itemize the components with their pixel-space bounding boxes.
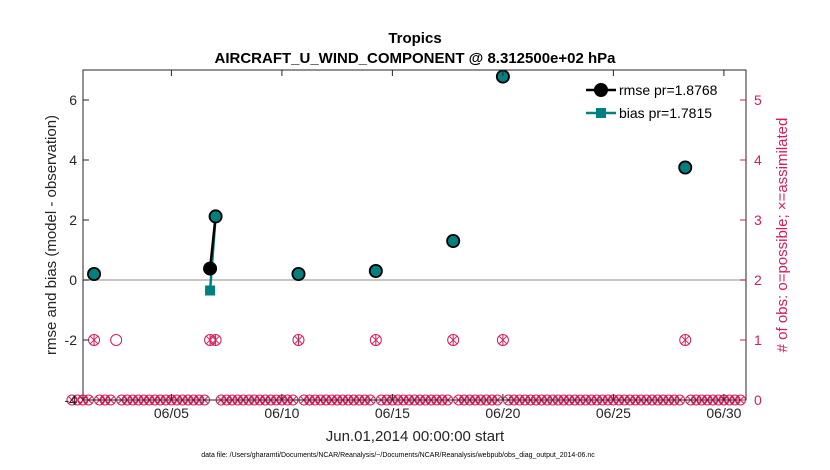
y-tick-label: -4 xyxy=(65,392,78,408)
series-group xyxy=(87,69,693,296)
obs-possible-marker xyxy=(292,334,305,346)
y-tick-label: 2 xyxy=(69,212,77,228)
x-axis: 06/05 06/10 06/15 06/20 06/25 06/30 xyxy=(154,70,742,421)
rmse-point xyxy=(203,261,218,276)
bias-point xyxy=(447,235,459,247)
y-tick-label: -2 xyxy=(65,332,78,348)
y-axis-left: -4 -2 0 2 4 6 xyxy=(65,92,89,408)
obs-assimilated-marker xyxy=(371,335,380,345)
obs-possible-marker xyxy=(369,334,382,346)
x-axis-label: Jun.01,2014 00:00:00 start xyxy=(326,428,505,445)
chart-title: Tropics xyxy=(388,30,441,47)
obs-assimilated-marker xyxy=(211,335,220,345)
legend-rmse-marker xyxy=(594,83,608,97)
x-tick-label: 06/15 xyxy=(375,405,410,421)
legend: rmse pr=1.8768 bias pr=1.7815 xyxy=(586,82,718,121)
x-tick-label: 06/05 xyxy=(154,405,189,421)
bias-point xyxy=(205,285,216,296)
y2-tick-label: 1 xyxy=(754,332,762,348)
chart-subtitle: AIRCRAFT_U_WIND_COMPONENT @ 8.312500e+02… xyxy=(215,50,617,67)
obs-assimilated-marker xyxy=(294,335,303,345)
bias-point xyxy=(210,211,221,222)
y2-tick-label: 2 xyxy=(754,272,762,288)
x-tick-label: 06/25 xyxy=(596,405,631,421)
y-axis-label: rmse and bias (model - observation) xyxy=(43,115,60,355)
obs-assimilated-zero-marker xyxy=(68,396,76,404)
x-tick-label: 06/10 xyxy=(264,405,299,421)
obs-possible-marker xyxy=(447,334,460,346)
rmse-line-segment xyxy=(208,216,217,269)
y2-tick-label: 0 xyxy=(754,392,762,408)
x-tick-label: 06/20 xyxy=(485,405,520,421)
y2-tick-label: 5 xyxy=(754,92,762,108)
obs-assimilated-marker xyxy=(681,335,690,345)
obs-possible-marker xyxy=(496,334,509,346)
y-tick-label: 6 xyxy=(69,92,77,108)
obs-assimilated-marker xyxy=(449,335,458,345)
legend-bias-label: bias pr=1.7815 xyxy=(619,105,712,121)
bias-point xyxy=(293,268,304,280)
y-axis-right: 0 1 2 3 4 5 xyxy=(740,92,762,408)
bias-point xyxy=(497,71,509,82)
legend-bias-marker xyxy=(596,108,606,118)
bias-point xyxy=(88,268,100,280)
data-file-footer: data file: /Users/gharamti/Documents/NCA… xyxy=(201,452,595,459)
y2-tick-label: 4 xyxy=(754,152,762,168)
obs-possible-marker xyxy=(679,334,692,346)
y2-axis-label: # of obs: o=possible; ×=assimilated xyxy=(774,118,791,353)
x-tick-label: 06/30 xyxy=(706,405,741,421)
bias-point xyxy=(370,265,382,277)
plot-frame xyxy=(82,69,747,401)
y-tick-label: 4 xyxy=(69,152,77,168)
legend-rmse-label: rmse pr=1.8768 xyxy=(619,82,718,98)
plot-area xyxy=(83,70,746,400)
bias-point xyxy=(680,162,691,173)
obs-assimilated-marker xyxy=(498,335,508,345)
y2-tick-label: 3 xyxy=(754,212,762,228)
y-tick-label: 0 xyxy=(69,272,77,288)
obs-possible-marker xyxy=(110,334,123,346)
obs-assimilated-marker xyxy=(89,335,99,345)
obs-assimilated-zero-marker xyxy=(73,396,82,404)
